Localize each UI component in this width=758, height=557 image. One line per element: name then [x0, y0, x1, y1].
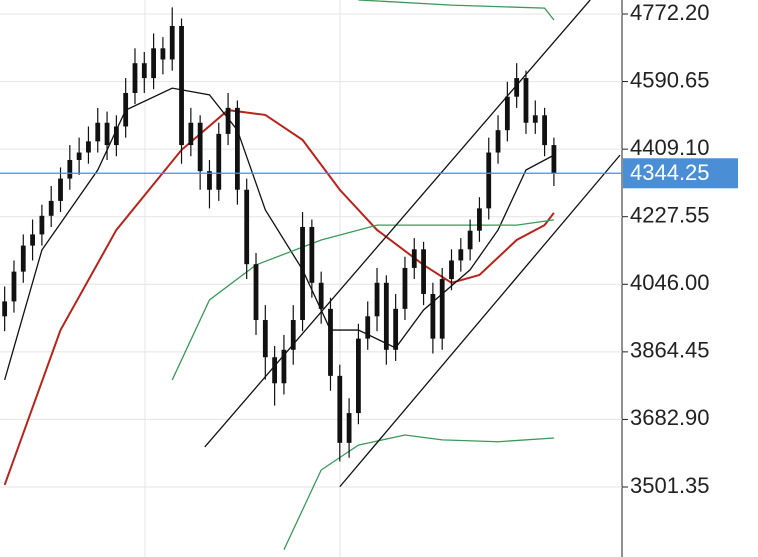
candle-body: [225, 107, 231, 134]
indicator-line: [358, 0, 555, 21]
indicator-line: [339, 154, 621, 488]
candle-body: [411, 249, 417, 268]
candle-body: [253, 264, 259, 321]
candle-body: [39, 215, 45, 235]
indicator-line: [283, 434, 554, 550]
candle-body: [402, 267, 408, 309]
candle-body: [272, 357, 278, 384]
candle-body: [95, 122, 101, 142]
candle-body: [430, 293, 436, 339]
indicator-line: [3, 109, 555, 486]
candle-body: [58, 178, 63, 201]
candle-body: [281, 349, 287, 384]
candle-body: [504, 96, 510, 131]
candle-body: [141, 63, 147, 79]
candle-body: [234, 107, 240, 190]
candle-body: [113, 126, 119, 146]
indicator-line: [171, 219, 554, 381]
candle-body: [76, 152, 82, 160]
y-tick-label: 4046.00: [630, 270, 710, 295]
candle-body: [346, 413, 352, 443]
candle-body: [383, 282, 389, 350]
candle-body: [495, 130, 501, 153]
candle-body: [216, 133, 222, 190]
y-tick-label: 3682.90: [630, 405, 710, 430]
last-price-box: [623, 158, 738, 189]
candle-body: [532, 115, 538, 123]
candle-body: [449, 260, 454, 280]
candle-body: [421, 249, 426, 294]
candle-body: [30, 234, 35, 246]
candle-body: [179, 25, 184, 146]
candle-body: [151, 48, 157, 79]
candle-body: [11, 271, 17, 302]
candle-body: [2, 301, 8, 317]
candle-body: [328, 308, 333, 376]
candle-body: [467, 230, 473, 250]
candle-body: [551, 145, 557, 174]
candle-body: [290, 320, 296, 350]
candle-body: [393, 308, 399, 350]
candle-body: [337, 375, 343, 443]
candle-body: [374, 282, 380, 317]
candle-body: [486, 152, 492, 209]
candle-body: [439, 279, 445, 339]
candle-body: [365, 316, 371, 339]
y-tick-label: 3864.45: [630, 338, 710, 363]
candle-body: [514, 78, 520, 97]
candle-body: [207, 171, 212, 190]
candle-body: [458, 249, 464, 261]
candle-body: [160, 48, 166, 60]
last-price-label: 4344.25: [630, 160, 710, 185]
candle-body: [86, 141, 91, 153]
y-tick-label: 4772.20: [630, 0, 710, 25]
candle-body: [48, 200, 54, 216]
candle-body: [262, 320, 268, 358]
candle-body: [188, 122, 194, 146]
candle-body: [104, 122, 110, 146]
candle-body: [197, 122, 203, 172]
y-tick-label: 4409.10: [630, 135, 710, 160]
candle-body: [244, 189, 250, 265]
y-tick-label: 4590.65: [630, 67, 710, 92]
candle-body: [67, 159, 73, 179]
candle-body: [20, 245, 26, 272]
candle-body: [318, 282, 324, 309]
candle-body: [309, 226, 315, 283]
candle-body: [523, 78, 529, 123]
candle-body: [123, 92, 129, 127]
y-tick-label: 3501.35: [630, 473, 710, 498]
candle-body: [356, 338, 361, 414]
candle-body: [542, 115, 547, 146]
y-tick-label: 4227.55: [630, 203, 710, 228]
candle-body: [169, 25, 175, 60]
candle-body: [300, 226, 305, 321]
candle-body: [132, 63, 138, 93]
candle-body: [477, 208, 482, 231]
